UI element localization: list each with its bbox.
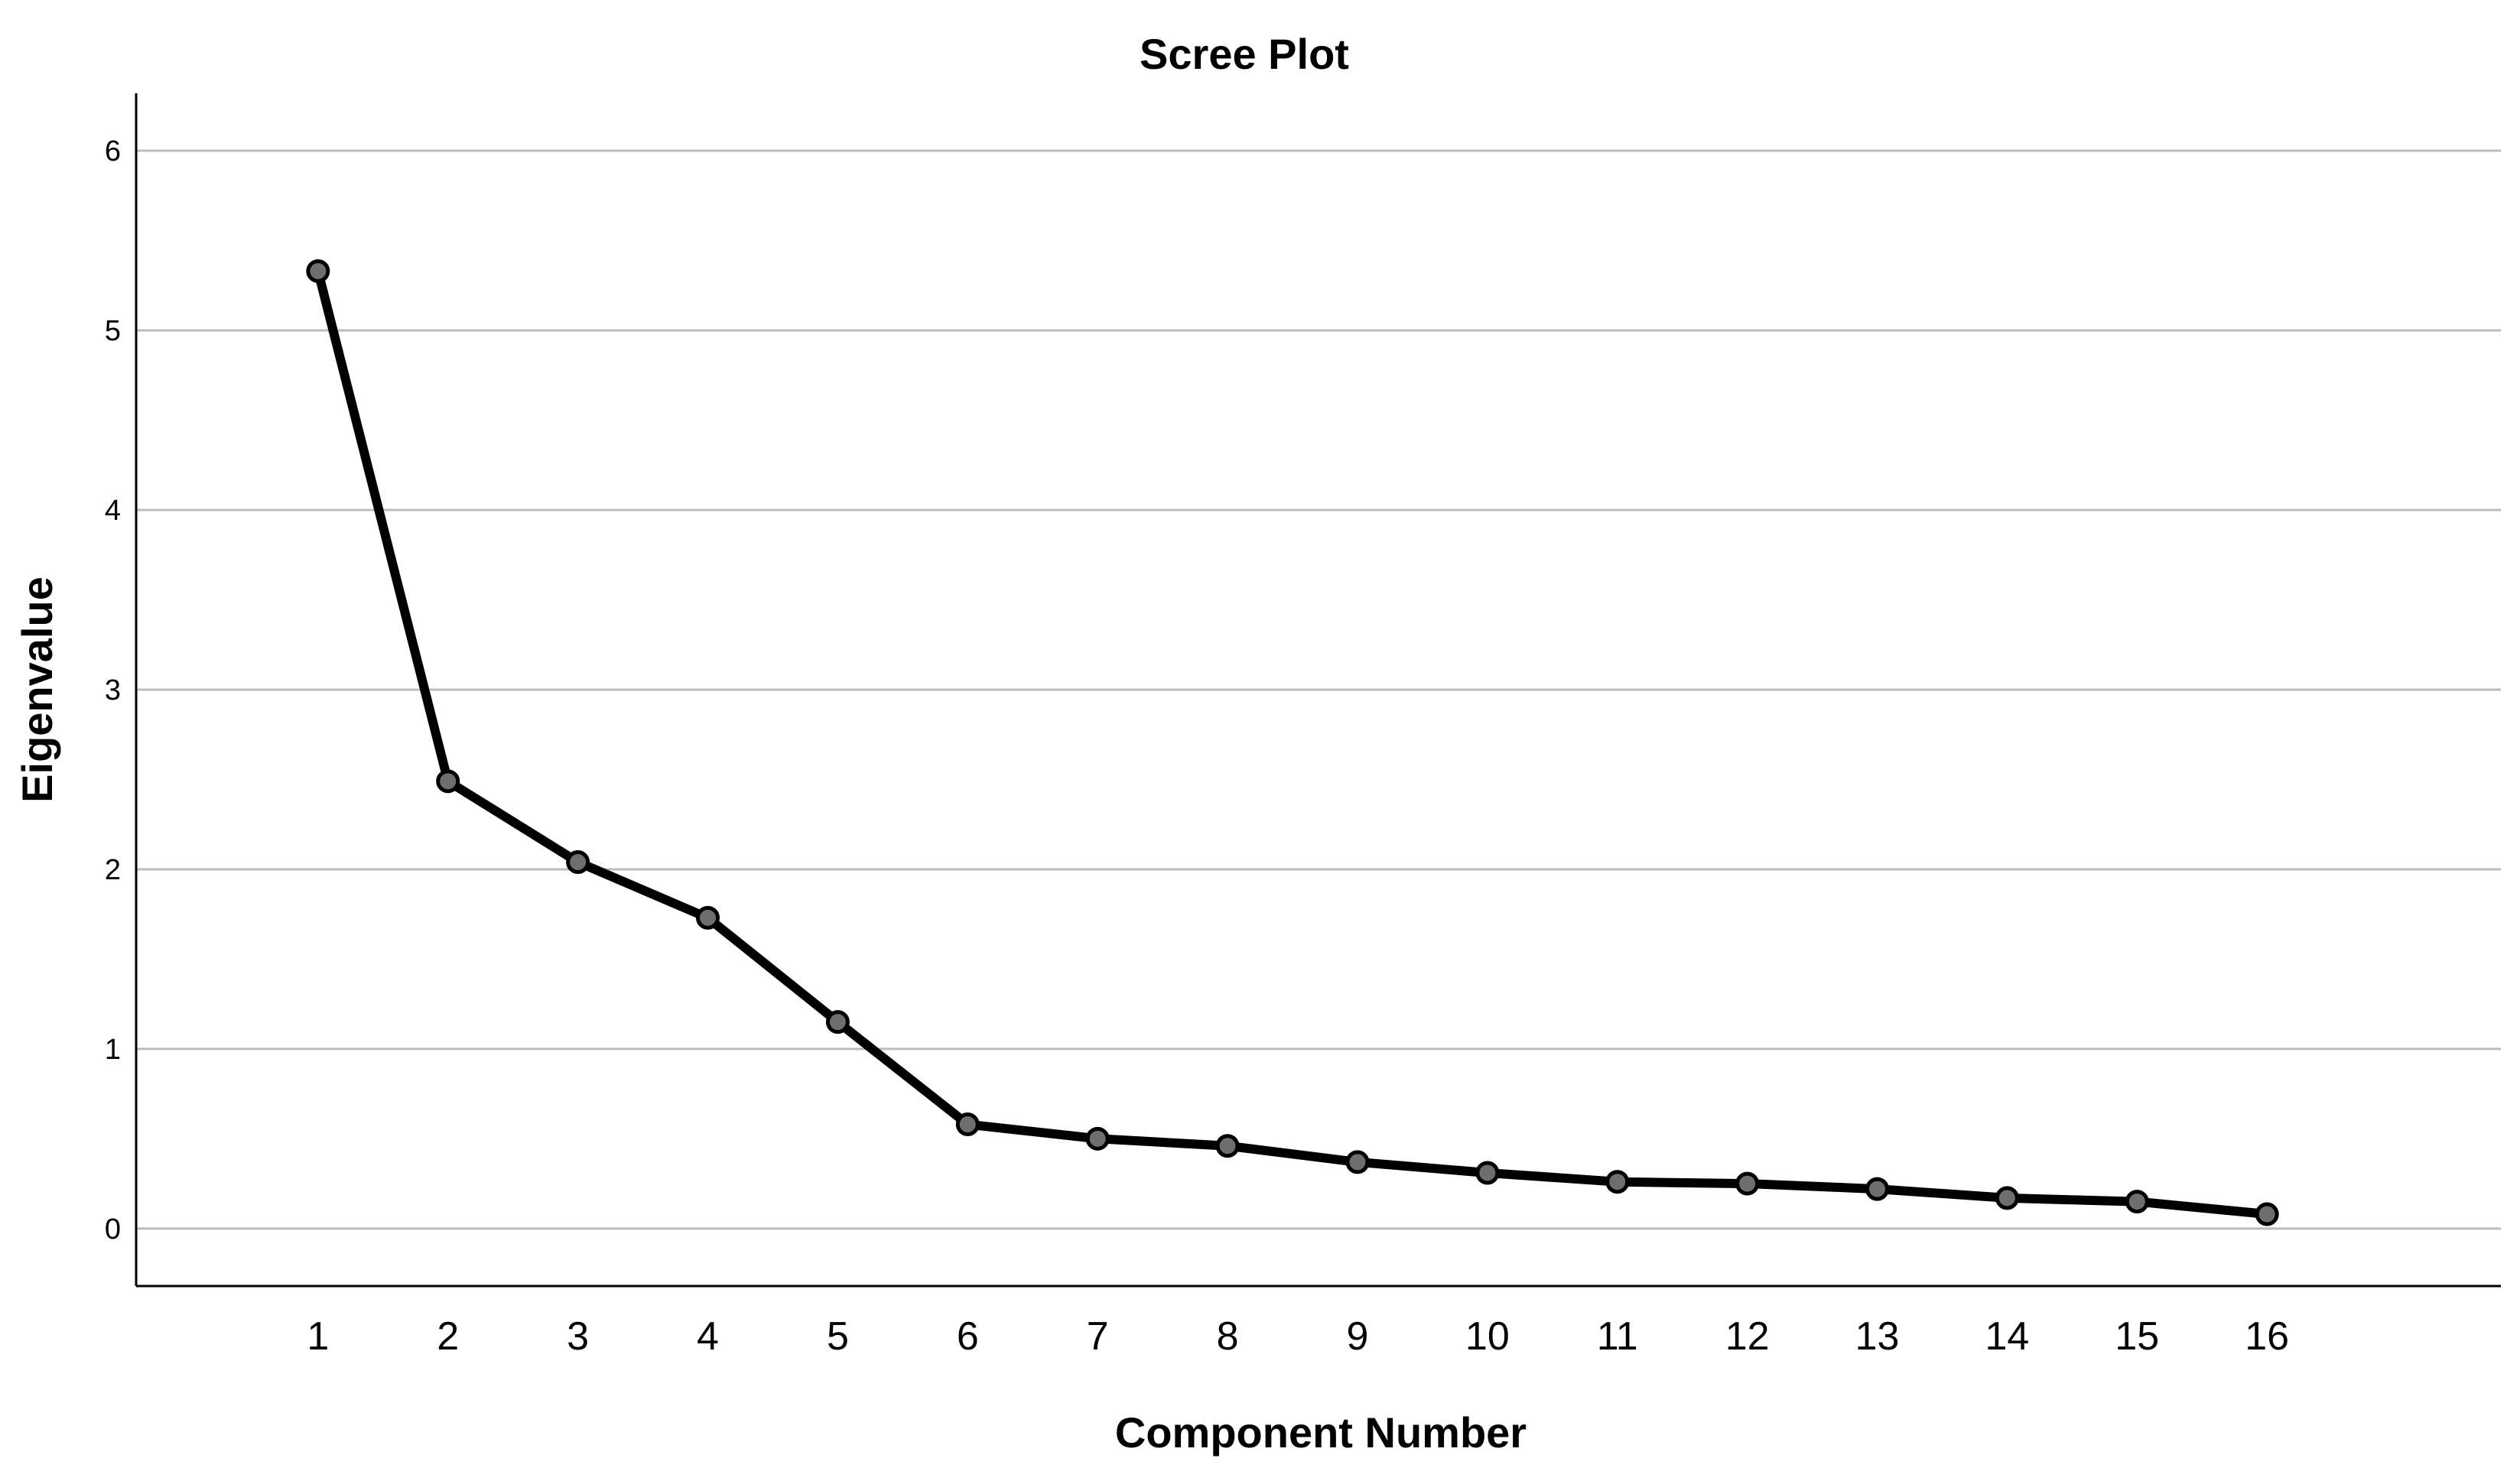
x-tick-label: 6 [957,1314,979,1359]
data-point-5 [825,1010,850,1034]
x-tick-labels: 1 2 3 4 5 6 7 8 9 10 11 12 13 14 15 16 [307,1314,2289,1359]
x-tick-label: 11 [1597,1314,1638,1359]
data-point-4 [696,905,720,930]
x-tick-label: 5 [827,1314,849,1359]
x-tick-label: 10 [1465,1314,1510,1359]
data-point-16 [2255,1202,2279,1226]
x-tick-label: 14 [1985,1314,2029,1359]
x-tick-label: 1 [307,1314,329,1359]
data-point-7 [1085,1126,1110,1151]
data-point-8 [1215,1134,1240,1158]
x-tick-label: 13 [1855,1314,1900,1359]
x-tick-label: 3 [567,1314,589,1359]
data-point-1 [306,259,330,284]
y-tick-label: 3 [105,674,121,706]
axes [135,93,2501,1288]
data-point-9 [1345,1150,1370,1174]
y-tick-label: 4 [105,495,121,527]
x-axis-title: Component Number [1115,1408,1527,1457]
data-point-6 [955,1112,980,1137]
x-tick-label: 16 [2245,1314,2289,1359]
series-eigenvalue [306,259,2279,1226]
x-tick-label: 4 [697,1314,719,1359]
x-tick-label: 15 [2115,1314,2159,1359]
data-point-12 [1735,1171,1760,1196]
y-tick-label: 1 [105,1034,121,1066]
y-tick-labels: 0 1 2 3 4 5 6 [105,135,121,1246]
y-axis-title: Eigenvalue [13,576,61,803]
data-point-3 [566,850,590,875]
data-point-13 [1865,1177,1890,1201]
y-tick-label: 2 [105,854,121,886]
x-tick-label: 8 [1217,1314,1239,1359]
x-tick-label: 2 [437,1314,459,1359]
data-point-15 [2125,1190,2149,1214]
x-tick-label: 9 [1347,1314,1369,1359]
data-point-11 [1605,1170,1630,1194]
data-point-10 [1475,1161,1500,1185]
y-tick-label: 5 [105,315,121,347]
chart-title: Scree Plot [1140,30,1349,78]
gridlines [136,149,2501,1230]
data-point-14 [1995,1186,2019,1210]
y-tick-label: 0 [105,1213,121,1246]
y-tick-label: 6 [105,135,121,167]
data-point-2 [436,769,460,794]
x-tick-label: 12 [1725,1314,1770,1359]
series-line [313,266,2272,1219]
x-tick-label: 7 [1087,1314,1109,1359]
